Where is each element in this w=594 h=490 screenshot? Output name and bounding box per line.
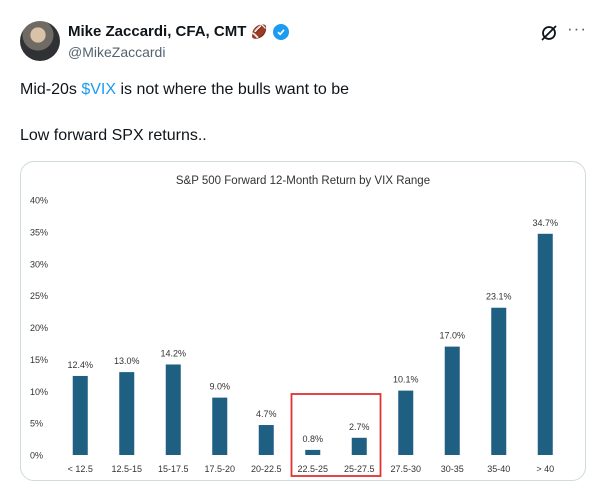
x-tick-label: 15-17.5 [158, 464, 189, 474]
x-tick-label: 17.5-20 [204, 464, 235, 474]
x-tick-label: 27.5-30 [390, 464, 421, 474]
bar [398, 390, 414, 455]
bar [119, 372, 135, 455]
author-row: Mike Zaccardi, CFA, CMT 🏈 [68, 23, 289, 40]
author-handle[interactable]: @MikeZaccardi [68, 44, 166, 60]
tweet-text-prefix: Mid-20s [20, 81, 82, 98]
y-tick-label: 25% [30, 291, 48, 301]
y-tick-label: 15% [30, 355, 48, 365]
x-tick-label: 30-35 [441, 464, 464, 474]
x-tick-label: < 12.5 [68, 464, 93, 474]
grok-icon[interactable] [540, 24, 558, 42]
bar [537, 233, 553, 455]
bar [305, 449, 321, 455]
y-tick-label: 30% [30, 259, 48, 269]
chart-title: S&P 500 Forward 12-Month Return by VIX R… [176, 175, 430, 187]
x-tick-label: 12.5-15 [111, 464, 142, 474]
x-tick-label: 35-40 [487, 464, 510, 474]
data-label: 2.7% [349, 422, 370, 432]
more-options-icon[interactable]: ··· [567, 19, 587, 38]
bar [444, 346, 460, 455]
bar-chart: S&P 500 Forward 12-Month Return by VIX R… [30, 175, 558, 477]
bar [72, 375, 88, 455]
x-tick-label: 20-22.5 [251, 464, 282, 474]
highlight-box [290, 393, 382, 477]
tweet-text-line2: Low forward SPX returns.. [20, 127, 207, 144]
data-label: 23.1% [486, 292, 512, 302]
football-emoji: 🏈 [251, 23, 268, 39]
data-label: 17.0% [439, 331, 465, 341]
y-tick-label: 20% [30, 323, 48, 333]
author-name[interactable]: Mike Zaccardi, CFA, CMT [68, 23, 247, 40]
bar [165, 364, 181, 455]
x-tick-label: 22.5-25 [297, 464, 328, 474]
data-label: 12.4% [67, 360, 93, 370]
y-tick-label: 35% [30, 227, 48, 237]
verified-badge-icon[interactable] [272, 23, 289, 40]
cashtag-link[interactable]: $VIX [81, 81, 117, 98]
data-label: 13.0% [114, 356, 140, 366]
bar [212, 397, 228, 455]
y-tick-label: 5% [30, 419, 43, 429]
data-label: 10.1% [393, 375, 419, 385]
x-tick-label: 25-27.5 [344, 464, 375, 474]
data-label: 9.0% [209, 382, 230, 392]
data-label: 34.7% [532, 218, 558, 228]
tweet-text-line1: Mid-20s $VIX is not where the bulls want… [20, 81, 349, 99]
data-label: 0.8% [302, 434, 323, 444]
y-tick-label: 0% [30, 451, 43, 461]
data-label: 14.2% [160, 348, 186, 358]
x-tick-label: > 40 [536, 464, 554, 474]
tweet-text-suffix: is not where the bulls want to be [116, 81, 350, 98]
tweet-media-chart[interactable]: S&P 500 Forward 12-Month Return by VIX R… [20, 161, 586, 481]
data-label: 4.7% [256, 409, 277, 419]
bar [351, 437, 367, 455]
bar [258, 425, 274, 455]
y-tick-label: 40% [30, 196, 48, 206]
bar [491, 307, 507, 455]
y-tick-label: 10% [30, 387, 48, 397]
avatar[interactable] [20, 21, 60, 61]
